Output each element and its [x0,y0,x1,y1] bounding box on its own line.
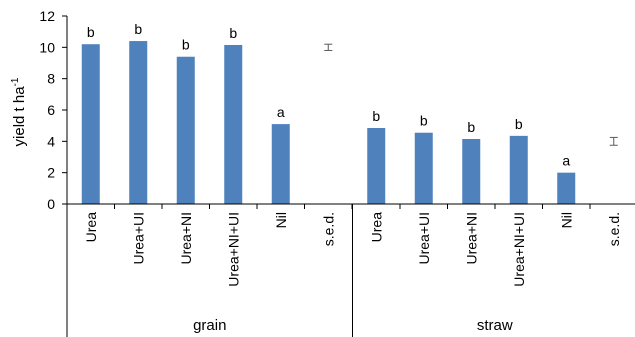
category-label: Urea [83,212,99,243]
significance-label: b [467,119,475,135]
bar [367,128,386,204]
y-tick-label: 12 [39,8,55,24]
category-label: Urea+NI [463,212,479,265]
category-label: Urea [368,212,384,243]
significance-label: b [182,37,190,53]
y-tick-label: 8 [47,71,55,87]
category-label: s.e.d. [320,212,336,246]
bars: b b b b a b b b b a [81,21,618,205]
bar [176,56,195,204]
bar [557,172,576,204]
category-label: Urea+UI [130,212,146,265]
y-tick-label: 0 [47,196,55,212]
y-tick-label: 2 [47,165,55,181]
x-axis: Urea Urea+UI Urea+NI Urea+NI+UI Nil s.e.d. gra… [66,203,635,337]
significance-label: b [420,113,428,129]
y-axis-label-text: yield t ha [11,86,28,147]
significance-label: b [515,116,523,132]
significance-label: b [372,108,380,124]
y-tick-label: 6 [47,102,55,118]
bar [414,132,433,204]
group-label: grain [193,317,226,334]
category-label: Nil [273,212,289,228]
significance-label: a [562,153,570,169]
significance-label: b [134,21,142,37]
y-axis: 0 2 4 6 8 10 12 [39,8,68,212]
category-label: Urea+NI+UI [225,212,241,287]
category-label: Urea+NI+UI [511,212,527,287]
category-label: Urea+UI [416,212,432,265]
significance-label: b [87,24,95,40]
bar [129,41,148,204]
group-label: straw [477,317,513,334]
significance-label: a [277,104,285,120]
bar [224,44,243,204]
bar [81,44,100,205]
category-label: Urea+NI [178,212,194,265]
bar [462,138,481,204]
y-tick-label: 4 [47,133,55,149]
bar [509,135,528,204]
y-axis-label-superscript: -1 [10,77,21,86]
y-axis-label: yield t ha-1 [10,77,28,146]
significance-label: b [229,25,237,41]
category-label: s.e.d. [606,212,622,246]
bar [271,124,290,204]
y-tick-label: 10 [39,39,55,55]
category-label: Nil [558,212,574,228]
